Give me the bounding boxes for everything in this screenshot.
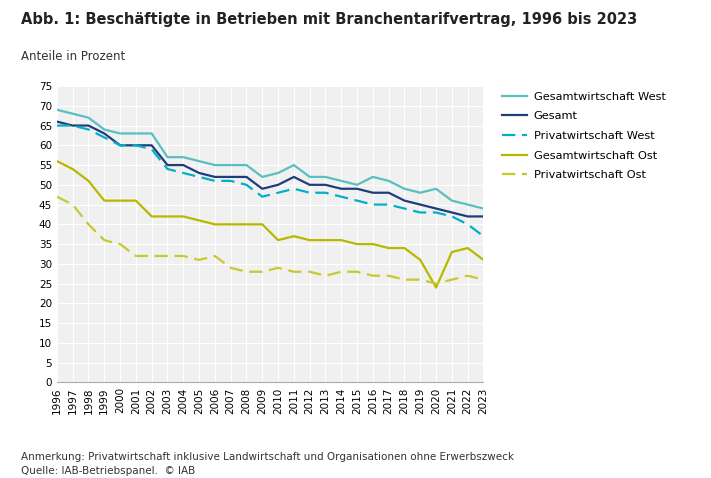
Text: Anteile in Prozent: Anteile in Prozent (21, 50, 126, 63)
Text: Anmerkung: Privatwirtschaft inklusive Landwirtschaft und Organisationen ohne Erw: Anmerkung: Privatwirtschaft inklusive La… (21, 452, 514, 462)
Text: Quelle: IAB-Betriebspanel.  © IAB: Quelle: IAB-Betriebspanel. © IAB (21, 466, 196, 476)
Legend: Gesamtwirtschaft West, Gesamt, Privatwirtschaft West, Gesamtwirtschaft Ost, Priv: Gesamtwirtschaft West, Gesamt, Privatwir… (502, 92, 666, 181)
Text: Abb. 1: Beschäftigte in Betrieben mit Branchentarifvertrag, 1996 bis 2023: Abb. 1: Beschäftigte in Betrieben mit Br… (21, 12, 638, 27)
